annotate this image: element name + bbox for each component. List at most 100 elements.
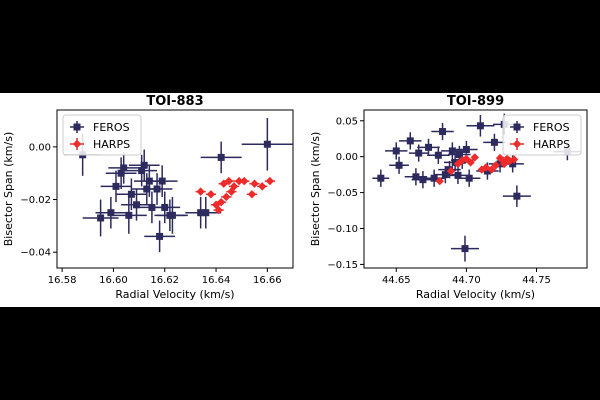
x-tick-label: 44.65 <box>382 275 411 286</box>
feros-point <box>127 190 135 198</box>
x-tick-label: 16.62 <box>150 275 179 286</box>
x-axis-label: Radial Velocity (km/s) <box>416 288 535 301</box>
feros-point <box>140 161 148 169</box>
harps-point <box>491 161 501 170</box>
y-tick-label: 0.00 <box>336 152 358 163</box>
x-tick-label: 16.60 <box>99 275 128 286</box>
harps-point <box>509 155 519 164</box>
feros-point <box>406 137 414 145</box>
y-tick-label: 0.00 <box>29 142 51 153</box>
feros-point <box>125 211 133 219</box>
x-tick-label: 16.64 <box>202 275 231 286</box>
harps-point <box>222 192 231 202</box>
harps-point <box>435 176 444 186</box>
feros-point <box>395 161 403 169</box>
feros-point <box>156 232 164 240</box>
harps-point <box>487 165 496 174</box>
feros-point <box>415 149 423 157</box>
legend-box <box>62 114 142 156</box>
y-axis-label: Bisector Span (km/s) <box>2 132 15 247</box>
feros-point <box>434 151 442 159</box>
harps-point <box>466 158 475 167</box>
feros-point <box>513 192 521 200</box>
y-tick-label: −0.02 <box>20 195 51 206</box>
x-tick-label: 44.70 <box>452 275 481 286</box>
feros-point <box>451 158 459 166</box>
feros-point <box>465 174 473 182</box>
legend-label-harps: HARPS <box>533 138 570 151</box>
panel-toi-883: TOI-883 16.58 16.60 16.62 16.64 16.66 0.00 −0.0… <box>2 94 294 301</box>
feros-point <box>430 174 438 182</box>
harps-point <box>229 182 239 191</box>
feros-point <box>117 169 125 177</box>
y-tick-label: −0.05 <box>327 188 358 199</box>
x-tick-label: 16.58 <box>48 275 77 286</box>
harps-point <box>265 176 275 186</box>
feros-point <box>439 128 447 136</box>
feros-point <box>202 209 210 217</box>
feros-point <box>454 171 462 179</box>
chart-title: TOI-899 <box>447 94 504 109</box>
harps-point <box>470 153 479 162</box>
feros-point <box>138 167 146 175</box>
feros-point <box>377 174 385 182</box>
x-tick-label: 16.66 <box>253 275 282 286</box>
feros-point <box>461 245 469 253</box>
figure-canvas: TOI-883 16.58 16.60 16.62 16.64 16.66 0.00 −0.0… <box>0 93 600 307</box>
feros-point <box>217 153 225 161</box>
harps-point <box>258 182 267 191</box>
legend: FEROS HARPS <box>62 114 142 156</box>
x-tick-label: 44.75 <box>522 275 551 286</box>
figure-svg: TOI-883 16.58 16.60 16.62 16.64 16.66 0.00 −0.0… <box>2 94 588 301</box>
feros-point <box>455 151 463 159</box>
feros-point <box>441 171 449 179</box>
legend-label-feros: FEROS <box>533 121 570 134</box>
harps-point <box>457 156 467 165</box>
feros-point <box>153 185 161 193</box>
harps-point <box>214 205 223 215</box>
feros-point <box>97 214 105 222</box>
feros-point <box>448 147 456 155</box>
feros-point <box>263 140 271 148</box>
harps-point <box>250 179 259 188</box>
harps-point <box>477 165 487 174</box>
feros-point <box>112 182 120 190</box>
feros-point <box>490 138 498 146</box>
feros-point <box>496 160 504 168</box>
legend-box <box>502 114 582 156</box>
legend: FEROS HARPS <box>502 114 582 156</box>
feros-point <box>476 122 484 130</box>
x-axis-label: Radial Velocity (km/s) <box>115 288 234 301</box>
panel-toi-899: TOI-899 44.65 44.70 44.75 0.05 0.00 −0.05 −0.10… <box>309 94 588 301</box>
legend-marker-harps <box>512 139 522 149</box>
harps-point <box>196 187 205 196</box>
data-layer <box>372 113 582 262</box>
y-tick-label: 0.05 <box>336 116 358 127</box>
harps-point <box>224 176 234 186</box>
chart-title: TOI-883 <box>146 94 203 109</box>
y-axis-label: Bisector Span (km/s) <box>309 132 322 247</box>
legend-marker-feros <box>73 123 81 131</box>
feros-point <box>412 173 420 181</box>
feros-point <box>161 203 169 211</box>
harps-point <box>446 166 456 176</box>
feros-point <box>107 209 115 217</box>
legend-label-feros: FEROS <box>93 121 130 134</box>
y-tick-label: −0.04 <box>20 248 51 259</box>
harps-point <box>247 190 257 199</box>
harps-point <box>216 197 226 207</box>
harps-point <box>206 190 216 199</box>
legend-label-harps: HARPS <box>93 138 130 151</box>
feros-point <box>462 146 470 153</box>
feros-point <box>425 143 433 151</box>
legend-marker-feros <box>513 123 521 131</box>
harps-point <box>240 176 249 186</box>
feros-point <box>158 177 166 185</box>
feros-point <box>168 211 176 219</box>
y-tick-label: −0.15 <box>327 260 358 271</box>
y-tick-label: −0.10 <box>327 224 358 235</box>
feros-point <box>483 167 491 175</box>
feros-point <box>120 164 128 172</box>
feros-point <box>509 160 517 168</box>
feros-point <box>419 176 427 184</box>
